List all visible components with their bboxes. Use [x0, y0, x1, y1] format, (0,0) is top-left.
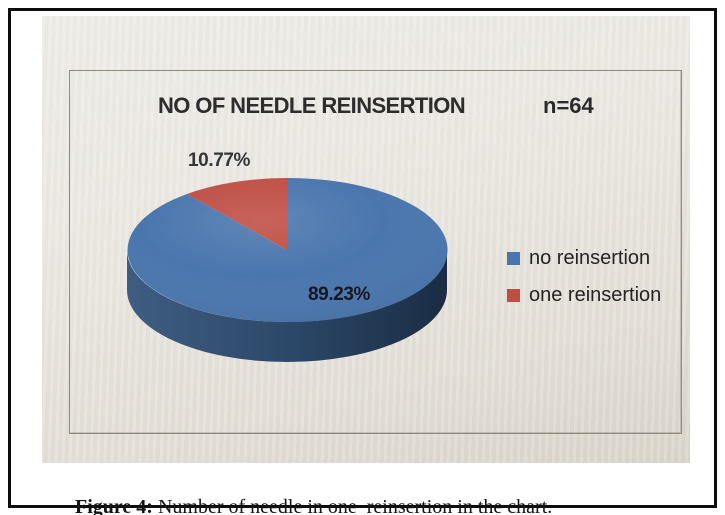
pie-gloss-overlay: [127, 178, 447, 322]
figure-caption-label: Figure 4:: [75, 496, 153, 515]
legend-color-square: [507, 251, 520, 265]
figure-caption-text: Number of needle in one reinsertion in t…: [152, 496, 553, 515]
chart-title: NO OF NEEDLE REINSERTION: [158, 93, 466, 118]
chart-plot-area: NO OF NEEDLE REINSERTION n=64: [69, 70, 682, 434]
legend-label-one-reinsertion: one reinsertion: [529, 284, 662, 306]
legend-swatch-no-reinsertion: [507, 251, 520, 265]
data-label-one-reinsertion: 10.77%: [188, 150, 251, 171]
data-label-no-reinsertion: 89.23%: [308, 284, 371, 305]
legend-color-square: [507, 288, 520, 302]
sample-size-label: n=64: [543, 93, 594, 118]
legend-item-one-reinsertion: one reinsertion: [507, 284, 661, 306]
legend-swatch-one-reinsertion: [507, 288, 520, 302]
figure-caption: Figure 4: Number of needle in one reinse…: [55, 473, 552, 515]
legend-item-no-reinsertion: no reinsertion: [507, 247, 650, 269]
pie-chart: [127, 177, 448, 362]
legend-label-no-reinsertion: no reinsertion: [529, 247, 651, 269]
pie-side-3d: [127, 250, 447, 362]
